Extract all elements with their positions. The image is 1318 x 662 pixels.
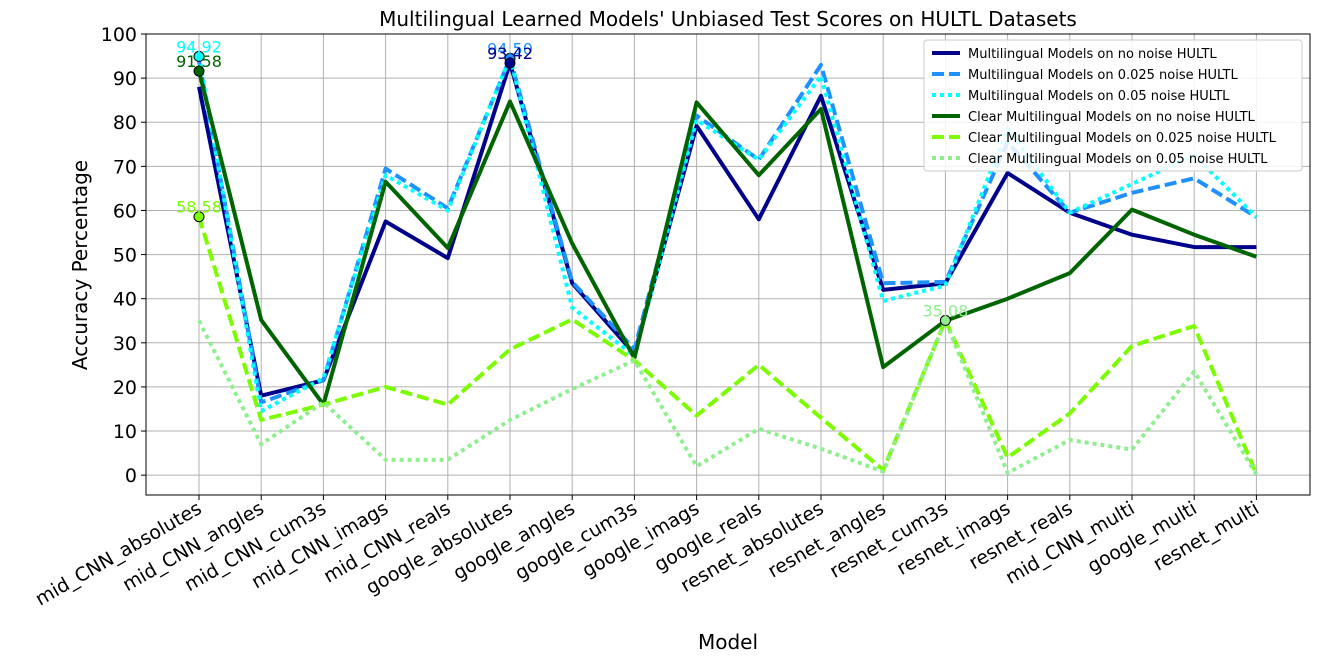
y-tick-label: 10 [113, 421, 137, 443]
chart-title: Multilingual Learned Models' Unbiased Te… [379, 7, 1077, 31]
legend-entry: Clear Multilingual Models on 0.05 noise … [968, 152, 1268, 167]
series-line-6 [197, 318, 1259, 476]
y-tick-label: 60 [113, 200, 137, 222]
legend-entry: Multilingual Models on 0.025 noise HULTL [968, 68, 1238, 83]
annotation-label: 35.08 [922, 301, 968, 320]
annotation-marker [193, 211, 205, 223]
x-tick-label: resnet_multi [1150, 497, 1263, 575]
annotation-label: 91.58 [176, 52, 222, 71]
legend-entry: Clear Multilingual Models on 0.025 noise… [968, 131, 1277, 146]
y-tick-label: 0 [125, 465, 137, 487]
series-line-5 [197, 216, 1259, 476]
series-line-2 [197, 56, 1258, 405]
y-tick-label: 30 [113, 333, 137, 355]
y-tick-label: 90 [113, 68, 137, 90]
annotation-marker [193, 50, 205, 62]
annotation-marker [193, 65, 205, 77]
x-axis-ticks: mid_CNN_absolutesmid_CNN_anglesmid_CNN_c… [32, 495, 1263, 610]
legend-entry: Multilingual Models on no noise HULTL [968, 47, 1217, 62]
x-axis-label: Model [698, 630, 758, 654]
legend-frame [923, 39, 1303, 172]
y-tick-label: 100 [101, 24, 137, 46]
y-axis-label: Accuracy Percentage [68, 160, 92, 370]
legend-entry: Multilingual Models on 0.05 noise HULTL [968, 89, 1230, 104]
y-tick-label: 70 [113, 156, 137, 178]
legend: Multilingual Models on no noise HULTL Mul… [923, 39, 1303, 172]
annotation-marker [939, 314, 951, 326]
annotation-label: 94.92 [176, 37, 222, 56]
y-axis-ticks: 0 10 20 30 40 50 60 70 80 90 100 [101, 24, 146, 487]
y-tick-label: 20 [113, 377, 137, 399]
legend-entry: Clear Multilingual Models on no noise HU… [968, 110, 1256, 125]
y-tick-label: 50 [113, 245, 137, 267]
y-tick-label: 80 [113, 112, 137, 134]
annotation-label: 94.50 [487, 39, 533, 58]
series-line-4 [197, 70, 1258, 407]
annotation-label: 93.42 [487, 44, 533, 63]
series-layer [197, 55, 1259, 476]
annotation-marker [504, 57, 516, 69]
annotation-label: 58.58 [176, 198, 222, 217]
y-tick-label: 40 [113, 289, 137, 311]
series-line-1 [197, 61, 1257, 398]
plot-frame [145, 33, 1311, 496]
